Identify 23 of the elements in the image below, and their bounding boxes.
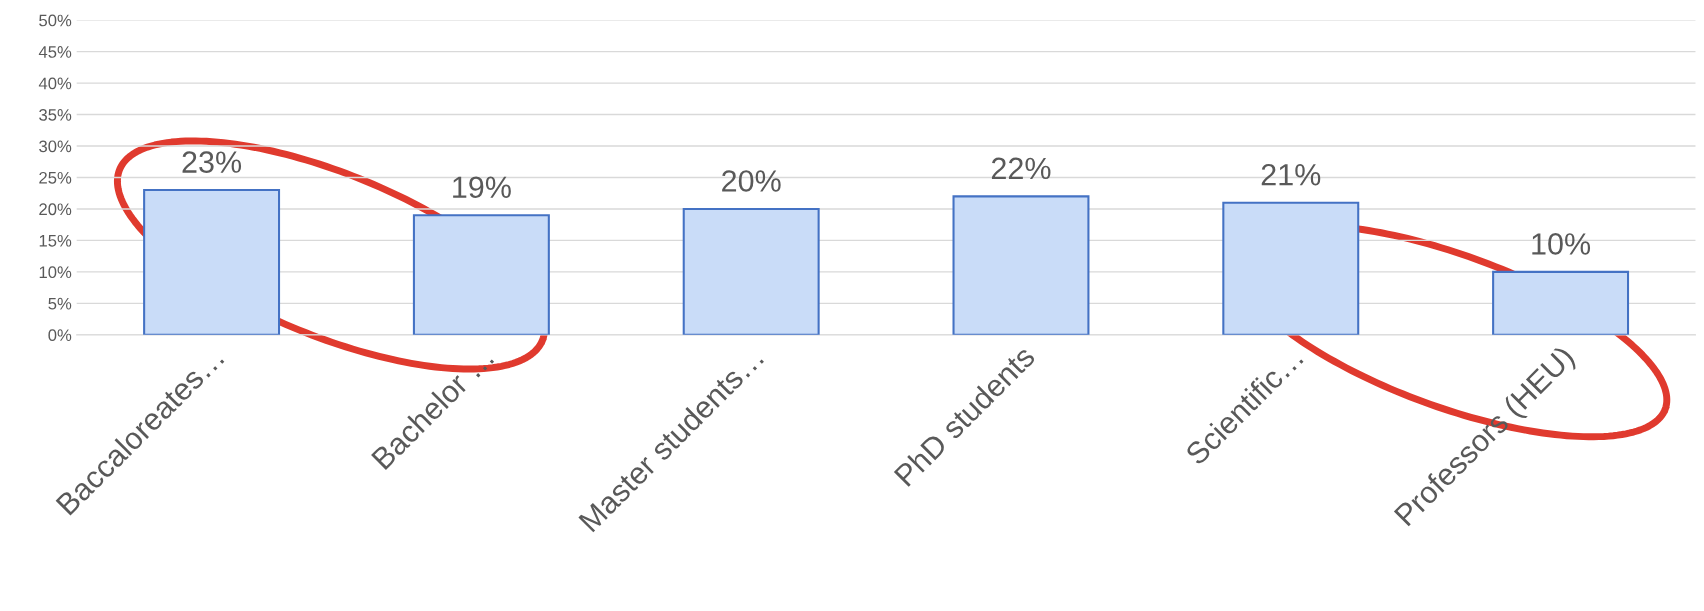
bar — [952, 195, 1090, 335]
y-tick-label: 5% — [48, 297, 72, 310]
bar — [412, 214, 550, 335]
bar — [682, 207, 820, 335]
y-tick-label: 50% — [39, 14, 72, 27]
bar — [1492, 270, 1630, 335]
y-tick-label: 0% — [48, 329, 72, 342]
y-tick-label: 20% — [39, 203, 72, 216]
y-tick-label: 45% — [38, 46, 72, 58]
y-tick-label: 15% — [39, 234, 72, 247]
y-tick-label: 30% — [39, 140, 72, 153]
data-label: 23% — [182, 151, 242, 173]
y-tick-label: 25% — [39, 171, 72, 184]
data-label: 10% — [1532, 233, 1591, 255]
data-label: 19% — [453, 176, 511, 199]
bar — [143, 189, 281, 335]
data-label: 22% — [991, 157, 1051, 180]
y-tick-label: 35% — [39, 108, 72, 121]
bar — [1222, 201, 1360, 335]
y-tick-label: 10% — [39, 266, 72, 279]
data-label: 20% — [722, 170, 781, 192]
data-label: 21% — [1261, 163, 1321, 186]
y-tick-label: 40% — [38, 77, 72, 90]
